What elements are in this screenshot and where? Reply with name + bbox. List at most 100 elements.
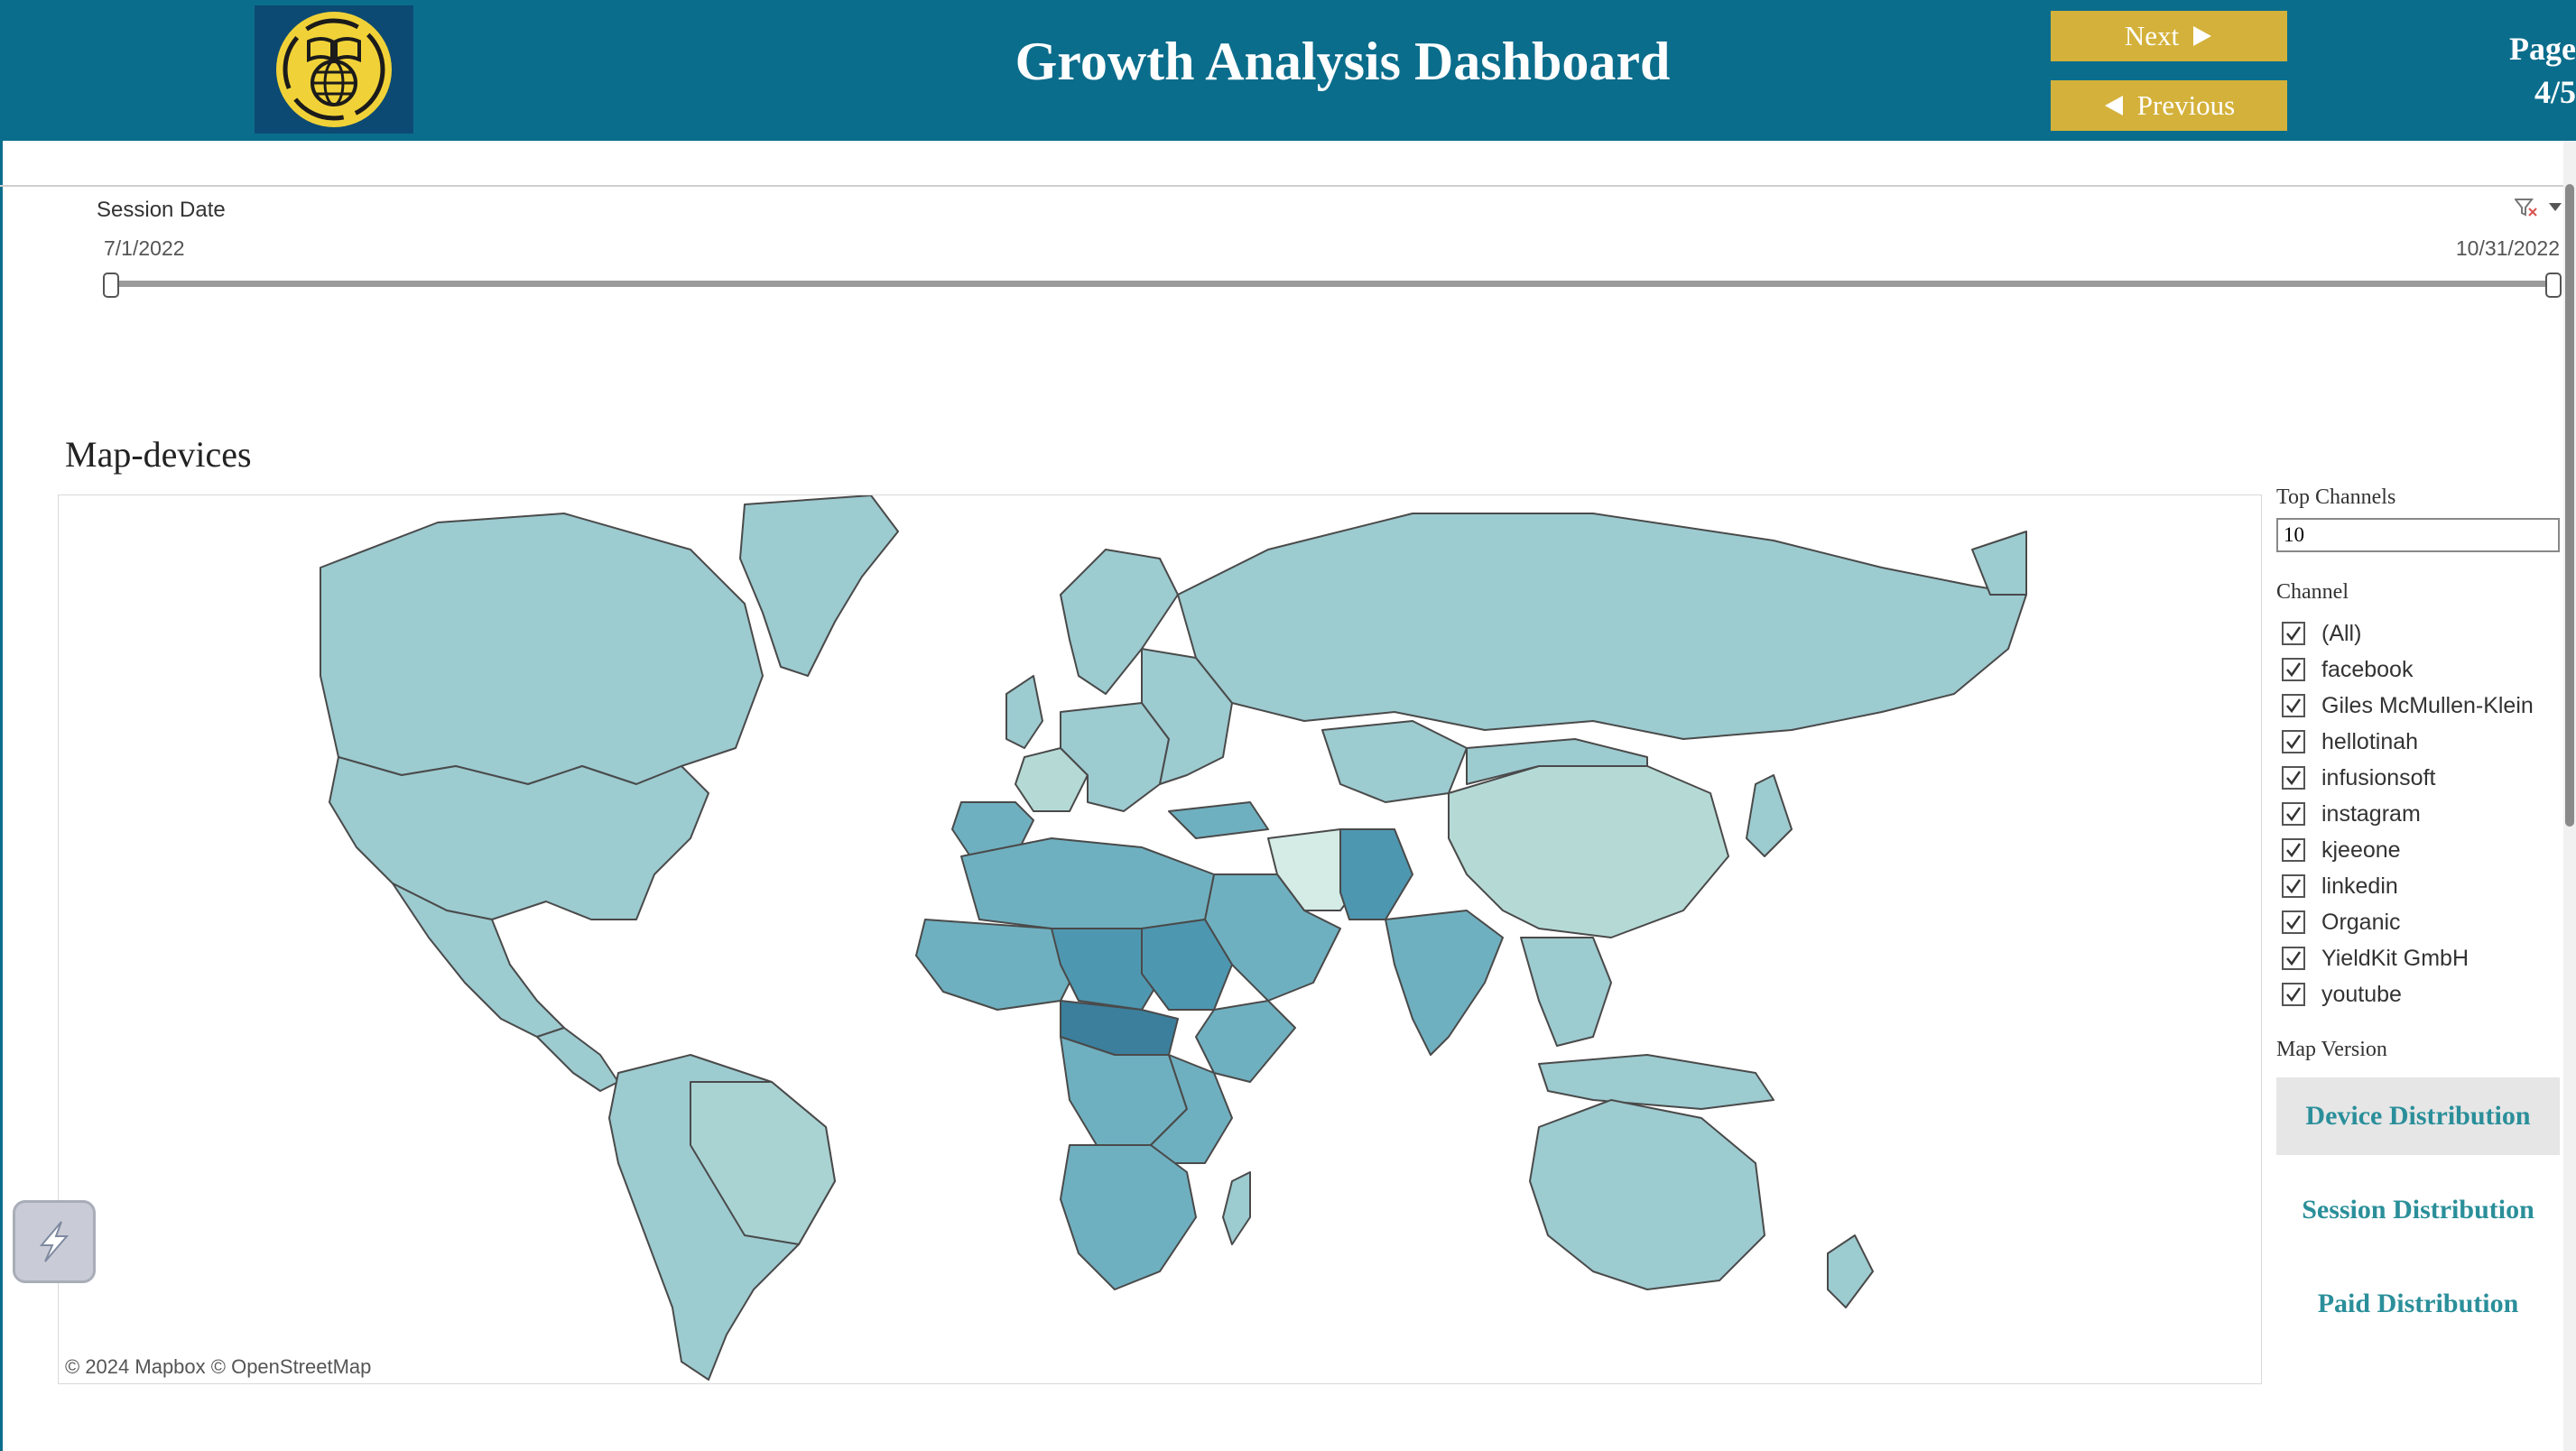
region-alaska-east xyxy=(1971,531,2027,596)
checkbox[interactable] xyxy=(2282,622,2305,645)
checkbox[interactable] xyxy=(2282,766,2305,790)
checkbox[interactable] xyxy=(2282,910,2305,934)
channel-item[interactable]: Organic xyxy=(2282,904,2534,940)
channel-checkbox-list: (All) facebook Giles McMullen-Klein helloti… xyxy=(2282,615,2534,1012)
channel-item[interactable]: instagram xyxy=(2282,796,2534,832)
scrollbar-thumb[interactable] xyxy=(2565,184,2574,827)
top-channels-label: Top Channels xyxy=(2276,485,2396,509)
channel-item[interactable]: youtube xyxy=(2282,976,2534,1012)
checkmark-icon xyxy=(2286,915,2302,930)
session-date-label: Session Date xyxy=(97,198,226,222)
top-channels-input[interactable] xyxy=(2276,518,2560,552)
region-india xyxy=(1385,910,1504,1056)
checkbox[interactable] xyxy=(2282,874,2305,898)
map-version-label: Map Version xyxy=(2276,1038,2387,1061)
triangle-left-icon xyxy=(2104,96,2123,116)
channel-item-label: facebook xyxy=(2321,656,2414,682)
region-madagascar xyxy=(1222,1171,1251,1245)
channel-filter-label: Channel xyxy=(2276,580,2349,604)
page-indicator-label: Page xyxy=(2509,31,2576,67)
page-title: Growth Analysis Dashboard xyxy=(1015,32,1671,91)
checkmark-icon xyxy=(2286,843,2302,858)
region-new-zealand xyxy=(1827,1234,1874,1308)
date-start-value: 7/1/2022 xyxy=(104,236,185,260)
channel-item[interactable]: facebook xyxy=(2282,652,2534,688)
checkmark-icon xyxy=(2286,771,2302,786)
channel-item-label: (All) xyxy=(2321,620,2362,646)
checkmark-icon xyxy=(2286,987,2302,1003)
clear-filter-icon[interactable] xyxy=(2513,198,2538,222)
book-globe-icon xyxy=(276,12,392,127)
logo xyxy=(255,5,413,134)
device-distribution-button[interactable]: Device Distribution xyxy=(2276,1077,2560,1155)
channel-item-label: instagram xyxy=(2321,800,2421,827)
channel-item[interactable]: Giles McMullen-Klein xyxy=(2282,688,2534,724)
channel-item-label: kjeeone xyxy=(2321,836,2401,863)
region-usa xyxy=(329,756,709,920)
slider-end-handle[interactable] xyxy=(2545,273,2562,298)
region-brazil xyxy=(690,1081,836,1245)
checkmark-icon xyxy=(2286,698,2302,714)
channel-item[interactable]: infusionsoft xyxy=(2282,760,2534,796)
floating-action-button[interactable] xyxy=(13,1200,96,1283)
checkbox[interactable] xyxy=(2282,694,2305,717)
slider-start-handle[interactable] xyxy=(103,273,119,298)
region-russia xyxy=(1177,513,2027,740)
region-canada xyxy=(320,513,764,785)
region-greenland xyxy=(739,495,899,677)
checkbox[interactable] xyxy=(2282,838,2305,862)
page-indicator-number: 4/5 xyxy=(2534,74,2576,110)
channel-item-label: linkedin xyxy=(2321,873,2398,899)
channel-item-label: infusionsoft xyxy=(2321,764,2436,790)
region-turkey xyxy=(1168,801,1269,839)
checkmark-icon xyxy=(2286,735,2302,750)
channel-item[interactable]: hellotinah xyxy=(2282,724,2534,760)
next-button[interactable]: Next xyxy=(2051,11,2287,61)
region-central-america xyxy=(536,1027,619,1092)
channel-item[interactable]: kjeeone xyxy=(2282,832,2534,868)
region-indonesia xyxy=(1538,1054,1774,1110)
channel-item-label: Giles McMullen-Klein xyxy=(2321,692,2534,718)
region-japan xyxy=(1746,774,1793,857)
checkbox[interactable] xyxy=(2282,730,2305,753)
region-kazakhstan xyxy=(1321,720,1468,803)
channel-item-label: youtube xyxy=(2321,981,2402,1007)
checkmark-icon xyxy=(2286,626,2302,642)
world-map[interactable] xyxy=(58,494,2262,1384)
region-north-africa xyxy=(960,837,1215,929)
checkmark-icon xyxy=(2286,879,2302,894)
choropleth-map[interactable] xyxy=(59,495,2261,1383)
region-china xyxy=(1448,765,1729,938)
channel-item[interactable]: YieldKit GmbH xyxy=(2282,940,2534,976)
region-east-africa xyxy=(1150,1054,1233,1164)
region-southern-africa xyxy=(1060,1144,1197,1290)
region-southeast-asia xyxy=(1520,937,1612,1047)
region-afghanistan-pakistan xyxy=(1339,828,1413,920)
session-distribution-button[interactable]: Session Distribution xyxy=(2302,1195,2534,1225)
checkbox[interactable] xyxy=(2282,802,2305,826)
previous-button[interactable]: Previous xyxy=(2051,80,2287,131)
region-uk xyxy=(1005,675,1043,749)
channel-item[interactable]: (All) xyxy=(2282,615,2534,652)
channel-item-label: YieldKit GmbH xyxy=(2321,945,2469,971)
date-range-slider[interactable] xyxy=(112,281,2554,287)
date-end-value: 10/31/2022 xyxy=(2455,236,2560,260)
region-australia xyxy=(1529,1099,1765,1290)
checkbox[interactable] xyxy=(2282,947,2305,970)
checkmark-icon xyxy=(2286,951,2302,966)
region-horn-africa xyxy=(1195,1000,1296,1083)
region-mongolia xyxy=(1466,738,1648,785)
checkmark-icon xyxy=(2286,662,2302,678)
previous-button-label: Previous xyxy=(2136,89,2236,121)
page-indicator: Page 4/5 xyxy=(2509,27,2576,114)
channel-item[interactable]: linkedin xyxy=(2282,868,2534,904)
paid-distribution-button[interactable]: Paid Distribution xyxy=(2317,1289,2519,1318)
divider xyxy=(0,185,2563,187)
chevron-down-icon[interactable] xyxy=(2547,200,2563,217)
triangle-right-icon xyxy=(2193,26,2212,46)
lightning-icon xyxy=(39,1221,69,1262)
checkbox[interactable] xyxy=(2282,983,2305,1006)
left-border xyxy=(0,141,3,1451)
channel-item-label: Organic xyxy=(2321,909,2401,935)
checkbox[interactable] xyxy=(2282,658,2305,681)
